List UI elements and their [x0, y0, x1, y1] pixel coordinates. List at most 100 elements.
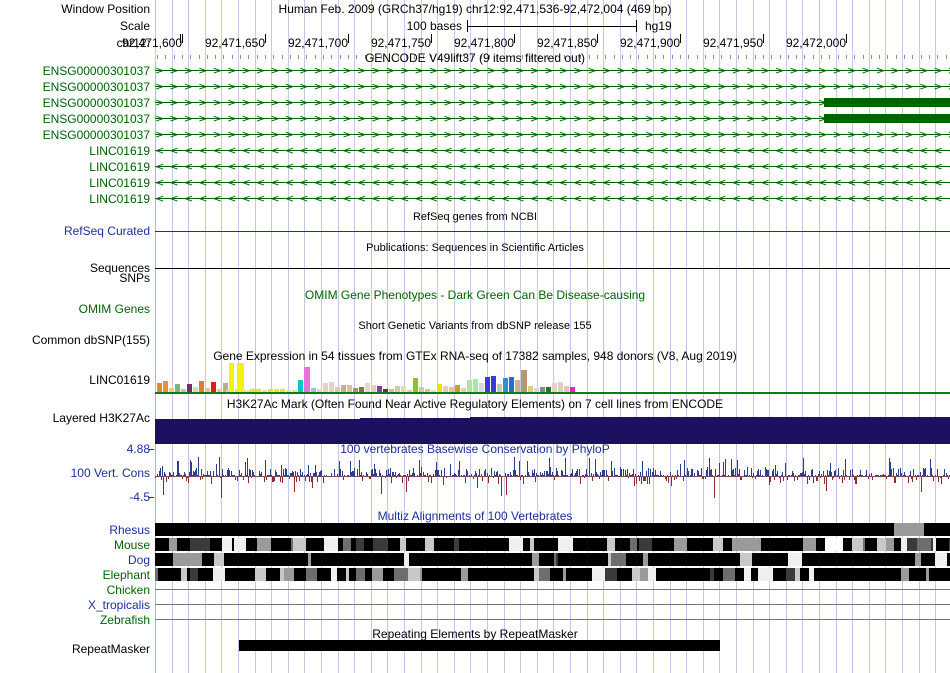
repeatmasker-blocks[interactable] [155, 638, 950, 652]
gtex-tissue-bar[interactable] [157, 383, 162, 392]
gtex-tissue-bar[interactable] [280, 389, 285, 392]
multiz-species-label[interactable]: Rhesus [109, 523, 150, 537]
gtex-tissue-bar[interactable] [479, 383, 484, 392]
gtex-tissue-bar[interactable] [515, 380, 520, 392]
refseq-label[interactable]: RefSeq Curated [63, 224, 150, 238]
gencode-gene-row[interactable]: >>>>>>>>>>>>>>>>>>>>>>>>>>>>>>>>>>>>>>>>… [155, 112, 950, 125]
gtex-tissue-bar[interactable] [274, 389, 279, 392]
gtex-tissue-bar[interactable] [552, 383, 557, 392]
multiz-species-row[interactable] [155, 613, 950, 626]
gtex-tissue-bar[interactable] [419, 387, 424, 392]
gencode-gene-row[interactable]: <<<<<<<<<<<<<<<<<<<<<<<<<<<<<<<<<<<<<<<<… [155, 160, 950, 173]
gtex-tissue-bar[interactable] [407, 390, 412, 392]
gtex-tissue-bar[interactable] [521, 370, 527, 392]
gtex-tissue-bar[interactable] [371, 385, 376, 392]
gencode-gene-label[interactable]: ENSG00000301037 [42, 80, 150, 94]
gencode-gene-row[interactable]: <<<<<<<<<<<<<<<<<<<<<<<<<<<<<<<<<<<<<<<<… [155, 176, 950, 189]
gtex-tissue-bar[interactable] [217, 389, 222, 392]
gencode-gene-label[interactable]: ENSG00000301037 [42, 64, 150, 78]
gtex-tissue-bar[interactable] [199, 381, 204, 392]
multiz-species-label[interactable]: Mouse [113, 538, 150, 552]
gtex-tissue-bar[interactable] [329, 382, 334, 392]
gencode-gene-row[interactable]: >>>>>>>>>>>>>>>>>>>>>>>>>>>>>>>>>>>>>>>>… [155, 80, 950, 93]
h3k27ac-label[interactable]: Layered H3K27Ac [52, 411, 150, 425]
gtex-tissue-bar[interactable] [311, 388, 316, 392]
gtex-tissue-bar[interactable] [449, 387, 454, 392]
gtex-tissue-bar[interactable] [485, 377, 490, 392]
multiz-species-label[interactable]: Zebrafish [99, 613, 150, 627]
gtex-tissue-bar[interactable] [353, 388, 358, 392]
gtex-tissue-bar[interactable] [389, 389, 394, 392]
multiz-species-label[interactable]: Dog [127, 553, 150, 567]
gtex-tissue-bar[interactable] [540, 387, 545, 392]
gtex-tissue-bar[interactable] [503, 378, 508, 392]
gtex-tissue-bar[interactable] [558, 382, 563, 392]
gtex-tissue-bar[interactable] [226, 390, 229, 392]
gencode-gene-label[interactable]: ENSG00000301037 [42, 96, 150, 110]
gencode-gene-label[interactable]: LINC01619 [89, 176, 150, 190]
gtex-tissue-bar[interactable] [229, 363, 234, 392]
snps-label[interactable]: SNPs [119, 271, 150, 285]
gtex-tissue-bar[interactable] [193, 387, 198, 392]
multiz-species-label[interactable]: Elephant [102, 568, 150, 582]
gtex-tissue-bar[interactable] [377, 386, 382, 392]
gtex-tissue-bar[interactable] [169, 388, 174, 392]
gtex-tissue-bar[interactable] [262, 390, 267, 392]
gencode-gene-row[interactable]: <<<<<<<<<<<<<<<<<<<<<<<<<<<<<<<<<<<<<<<<… [155, 192, 950, 205]
multiz-species-row[interactable] [155, 523, 950, 536]
gtex-tissue-bar[interactable] [247, 390, 252, 392]
gencode-gene-label[interactable]: ENSG00000301037 [42, 112, 150, 126]
gtex-tissue-bar[interactable] [250, 389, 255, 392]
gtex-tissue-bar[interactable] [431, 390, 436, 392]
multiz-species-row[interactable] [155, 538, 950, 551]
multiz-species-row[interactable] [155, 553, 950, 566]
gtex-tissue-bar[interactable] [317, 389, 322, 392]
gtex-tissue-bar[interactable] [347, 385, 352, 392]
gtex-tissue-bar[interactable] [509, 377, 514, 392]
gtex-tissue-bar[interactable] [437, 384, 442, 392]
gene-exon-block[interactable] [824, 98, 950, 107]
gtex-tissue-bar[interactable] [425, 389, 430, 392]
repeat-element-block[interactable] [239, 640, 720, 651]
repeatmasker-label[interactable]: RepeatMasker [71, 642, 150, 656]
gencode-gene-row[interactable]: >>>>>>>>>>>>>>>>>>>>>>>>>>>>>>>>>>>>>>>>… [155, 96, 950, 109]
dbsnp-label[interactable]: Common dbSNP(155) [31, 333, 150, 347]
gencode-gene-label[interactable]: LINC01619 [89, 192, 150, 206]
gtex-tissue-bar[interactable] [181, 389, 186, 392]
gtex-tissue-bar[interactable] [473, 379, 478, 392]
gtex-tissue-bar[interactable] [395, 386, 400, 392]
multiz-species-label[interactable]: X_tropicalis [87, 598, 150, 612]
gtex-tissue-bar[interactable] [564, 386, 569, 392]
gtex-tissue-bar[interactable] [341, 385, 346, 392]
gtex-tissue-bar[interactable] [461, 388, 466, 392]
multiz-species-row[interactable] [155, 583, 950, 596]
gtex-tissue-bar[interactable] [365, 383, 370, 392]
gencode-gene-row[interactable]: <<<<<<<<<<<<<<<<<<<<<<<<<<<<<<<<<<<<<<<<… [155, 144, 950, 157]
gencode-gene-label[interactable]: LINC01619 [89, 144, 150, 158]
gtex-tissue-bar[interactable] [455, 385, 460, 392]
gtex-tissue-bar[interactable] [323, 383, 328, 392]
gtex-tissue-bar[interactable] [546, 387, 551, 392]
gtex-tissue-bar[interactable] [570, 387, 575, 392]
phylop-conservation-chart[interactable] [155, 452, 950, 500]
gtex-tissue-bar[interactable] [359, 387, 364, 392]
gtex-tissue-bar[interactable] [413, 378, 418, 392]
gtex-tissue-bar[interactable] [292, 390, 297, 392]
gtex-tissue-bar[interactable] [534, 388, 539, 392]
gencode-gene-row[interactable]: >>>>>>>>>>>>>>>>>>>>>>>>>>>>>>>>>>>>>>>>… [155, 64, 950, 77]
omim-label[interactable]: OMIM Genes [78, 302, 150, 316]
gtex-tissue-bar[interactable] [187, 384, 192, 392]
gtex-tissue-bar[interactable] [304, 367, 310, 392]
gtex-tissue-bar[interactable] [237, 363, 244, 392]
gtex-expression-chart[interactable] [155, 361, 950, 392]
gtex-tissue-bar[interactable] [467, 380, 472, 392]
gtex-tissue-bar[interactable] [286, 390, 291, 392]
multiz-species-row[interactable] [155, 568, 950, 581]
gtex-tissue-bar[interactable] [335, 387, 340, 392]
gencode-gene-label[interactable]: LINC01619 [89, 160, 150, 174]
h3k27ac-signal[interactable] [155, 416, 950, 444]
gtex-tissue-bar[interactable] [175, 384, 180, 392]
gtex-tissue-bar[interactable] [223, 383, 228, 392]
multiz-species-row[interactable] [155, 598, 950, 611]
